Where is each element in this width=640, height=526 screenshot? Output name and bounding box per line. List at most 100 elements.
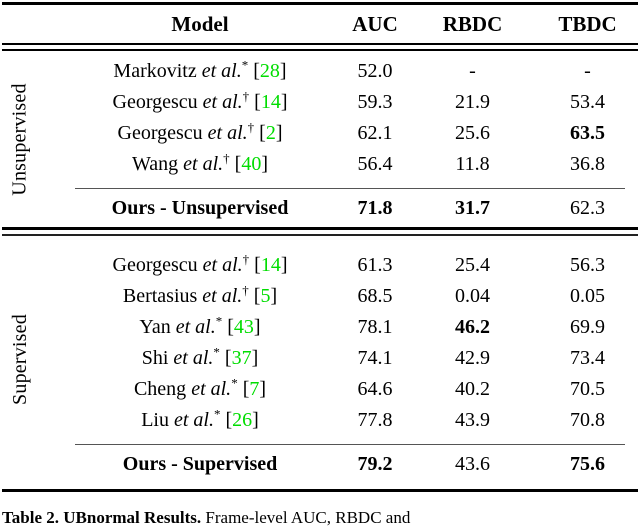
citation-bracket-close: ] bbox=[275, 121, 283, 144]
value-cell: 46.2 bbox=[455, 315, 490, 338]
ours-label: Ours - Supervised bbox=[122, 452, 278, 475]
value-cell: 25.6 bbox=[455, 121, 490, 144]
method-marker: * bbox=[213, 405, 221, 421]
group-label-supervised: Supervised bbox=[8, 313, 31, 405]
table-row: Cheng et al.* [7] 64.6 40.2 70.5 bbox=[40, 374, 640, 405]
value-cell: 53.4 bbox=[570, 90, 605, 113]
citation-link[interactable]: 37 bbox=[231, 346, 252, 369]
value-cell: - bbox=[584, 59, 591, 82]
citation-link[interactable]: 43 bbox=[233, 315, 254, 338]
value-cell: 63.5 bbox=[570, 121, 605, 144]
etal-text: et al. bbox=[207, 121, 248, 144]
citation-bracket-open: [ bbox=[253, 284, 261, 307]
ours-separator-rule bbox=[75, 187, 625, 190]
method-marker: † bbox=[223, 150, 230, 166]
citation-link[interactable]: 40 bbox=[241, 152, 262, 175]
section-divider-rule-bottom bbox=[2, 234, 638, 236]
model-cell: Shi et al.* [37] bbox=[40, 343, 340, 370]
ours-label: Ours - Unsupervised bbox=[111, 196, 289, 219]
citation-bracket-close: ] bbox=[259, 377, 267, 400]
method-marker: * bbox=[213, 343, 220, 359]
value-cell: 74.1 bbox=[357, 346, 393, 369]
value-cell: 69.9 bbox=[570, 315, 605, 338]
value-cell: 61.3 bbox=[357, 253, 393, 276]
model-cell: Georgescu et al.† [14] bbox=[40, 88, 340, 114]
method-marker: * bbox=[241, 57, 249, 73]
value-cell: 68.5 bbox=[357, 284, 393, 307]
value-cell: 0.04 bbox=[455, 284, 490, 307]
model-cell: Georgescu et al.† [14] bbox=[40, 250, 340, 277]
method-marker: † bbox=[242, 281, 249, 297]
model-cell: Yan et al.* [43] bbox=[40, 312, 340, 339]
value-cell: 64.6 bbox=[357, 377, 393, 400]
citation-bracket-open: [ bbox=[254, 90, 261, 113]
value-cell: - bbox=[469, 59, 476, 82]
model-cell: Georgescu et al.† [2] bbox=[40, 119, 340, 145]
caption-text: Frame-level AUC, RBDC and bbox=[205, 508, 411, 526]
method-marker: † bbox=[242, 88, 250, 104]
author-name: Georgescu bbox=[112, 90, 198, 113]
value-cell: 21.9 bbox=[455, 90, 490, 113]
table-row: Georgescu et al.† [2] 62.1 25.6 63.5 bbox=[40, 118, 640, 149]
value-cell: 43.9 bbox=[455, 408, 490, 431]
method-marker: * bbox=[215, 312, 223, 328]
citation-bracket-close: ] bbox=[261, 152, 268, 175]
value-cell: 40.2 bbox=[455, 377, 490, 400]
citation-bracket-open: [ bbox=[259, 121, 266, 144]
ours-row: Ours - Unsupervised 71.8 31.7 62.3 bbox=[40, 189, 640, 227]
value-cell: 11.8 bbox=[455, 152, 490, 175]
author-name: Georgescu bbox=[117, 121, 203, 144]
value-cell: 70.5 bbox=[570, 377, 605, 400]
group-label-gutter: Unsupervised bbox=[0, 51, 40, 228]
author-name: Bertasius bbox=[122, 284, 198, 307]
value-cell: 43.6 bbox=[455, 452, 490, 475]
value-cell: 25.4 bbox=[455, 253, 490, 276]
caption-label: Table 2. bbox=[2, 508, 60, 526]
group-label-unsupervised: Unsupervised bbox=[8, 82, 31, 196]
method-marker: † bbox=[247, 119, 255, 135]
section-unsupervised: Unsupervised Markovitz et al.* [28] 52.0-… bbox=[0, 51, 640, 228]
citation-bracket-close: ] bbox=[253, 315, 261, 338]
citation-link[interactable]: 14 bbox=[260, 90, 281, 113]
table-row: Bertasius et al.† [5] 68.5 0.04 0.05 bbox=[40, 281, 640, 312]
header-double-rule-top bbox=[2, 43, 638, 45]
etal-text: et al. bbox=[173, 346, 214, 369]
author-name: Yan bbox=[139, 315, 171, 338]
value-cell: 71.8 bbox=[357, 196, 393, 219]
author-name: Shi bbox=[141, 346, 169, 369]
ours-separator-rule bbox=[75, 443, 625, 446]
column-header-auc: AUC bbox=[352, 11, 398, 36]
citation-link[interactable]: 26 bbox=[232, 408, 253, 431]
value-cell: 75.6 bbox=[570, 452, 605, 475]
column-header-model: Model bbox=[171, 11, 229, 36]
etal-text: et al. bbox=[191, 377, 232, 400]
section-supervised: Supervised Georgescu et al.† [14] 61.3 25.… bbox=[0, 236, 640, 484]
model-cell: Markovitz et al.* [28] bbox=[40, 57, 340, 83]
etal-text: et al. bbox=[173, 408, 214, 431]
value-cell: 56.4 bbox=[357, 152, 393, 175]
table-row: Georgescu et al.† [14] 59.3 21.9 53.4 bbox=[40, 87, 640, 118]
etal-text: et al. bbox=[202, 284, 243, 307]
citation-link[interactable]: 5 bbox=[260, 284, 271, 307]
citation-link[interactable]: 14 bbox=[260, 253, 281, 276]
method-marker: * bbox=[231, 374, 238, 390]
value-cell: 36.8 bbox=[570, 152, 605, 175]
method-marker: † bbox=[242, 250, 250, 266]
section-supervised-rows: Georgescu et al.† [14] 61.3 25.4 56.3 Bertas… bbox=[40, 236, 640, 484]
model-cell: Wang et al.† [40] bbox=[40, 150, 340, 176]
etal-text: et al. bbox=[175, 315, 216, 338]
citation-link[interactable]: 7 bbox=[249, 377, 260, 400]
value-cell: 73.4 bbox=[570, 346, 605, 369]
citation-bracket-open: [ bbox=[234, 152, 242, 175]
citation-bracket-open: [ bbox=[225, 408, 233, 431]
citation-link[interactable]: 2 bbox=[265, 121, 276, 144]
value-cell: 31.7 bbox=[455, 196, 490, 219]
table-bottom-rule bbox=[2, 489, 638, 493]
value-cell: 77.8 bbox=[357, 408, 393, 431]
etal-text: et al. bbox=[183, 152, 224, 175]
citation-bracket-open: [ bbox=[253, 59, 260, 82]
value-cell: 78.1 bbox=[357, 315, 393, 338]
value-cell: 62.1 bbox=[357, 121, 393, 144]
citation-link[interactable]: 28 bbox=[259, 59, 280, 82]
